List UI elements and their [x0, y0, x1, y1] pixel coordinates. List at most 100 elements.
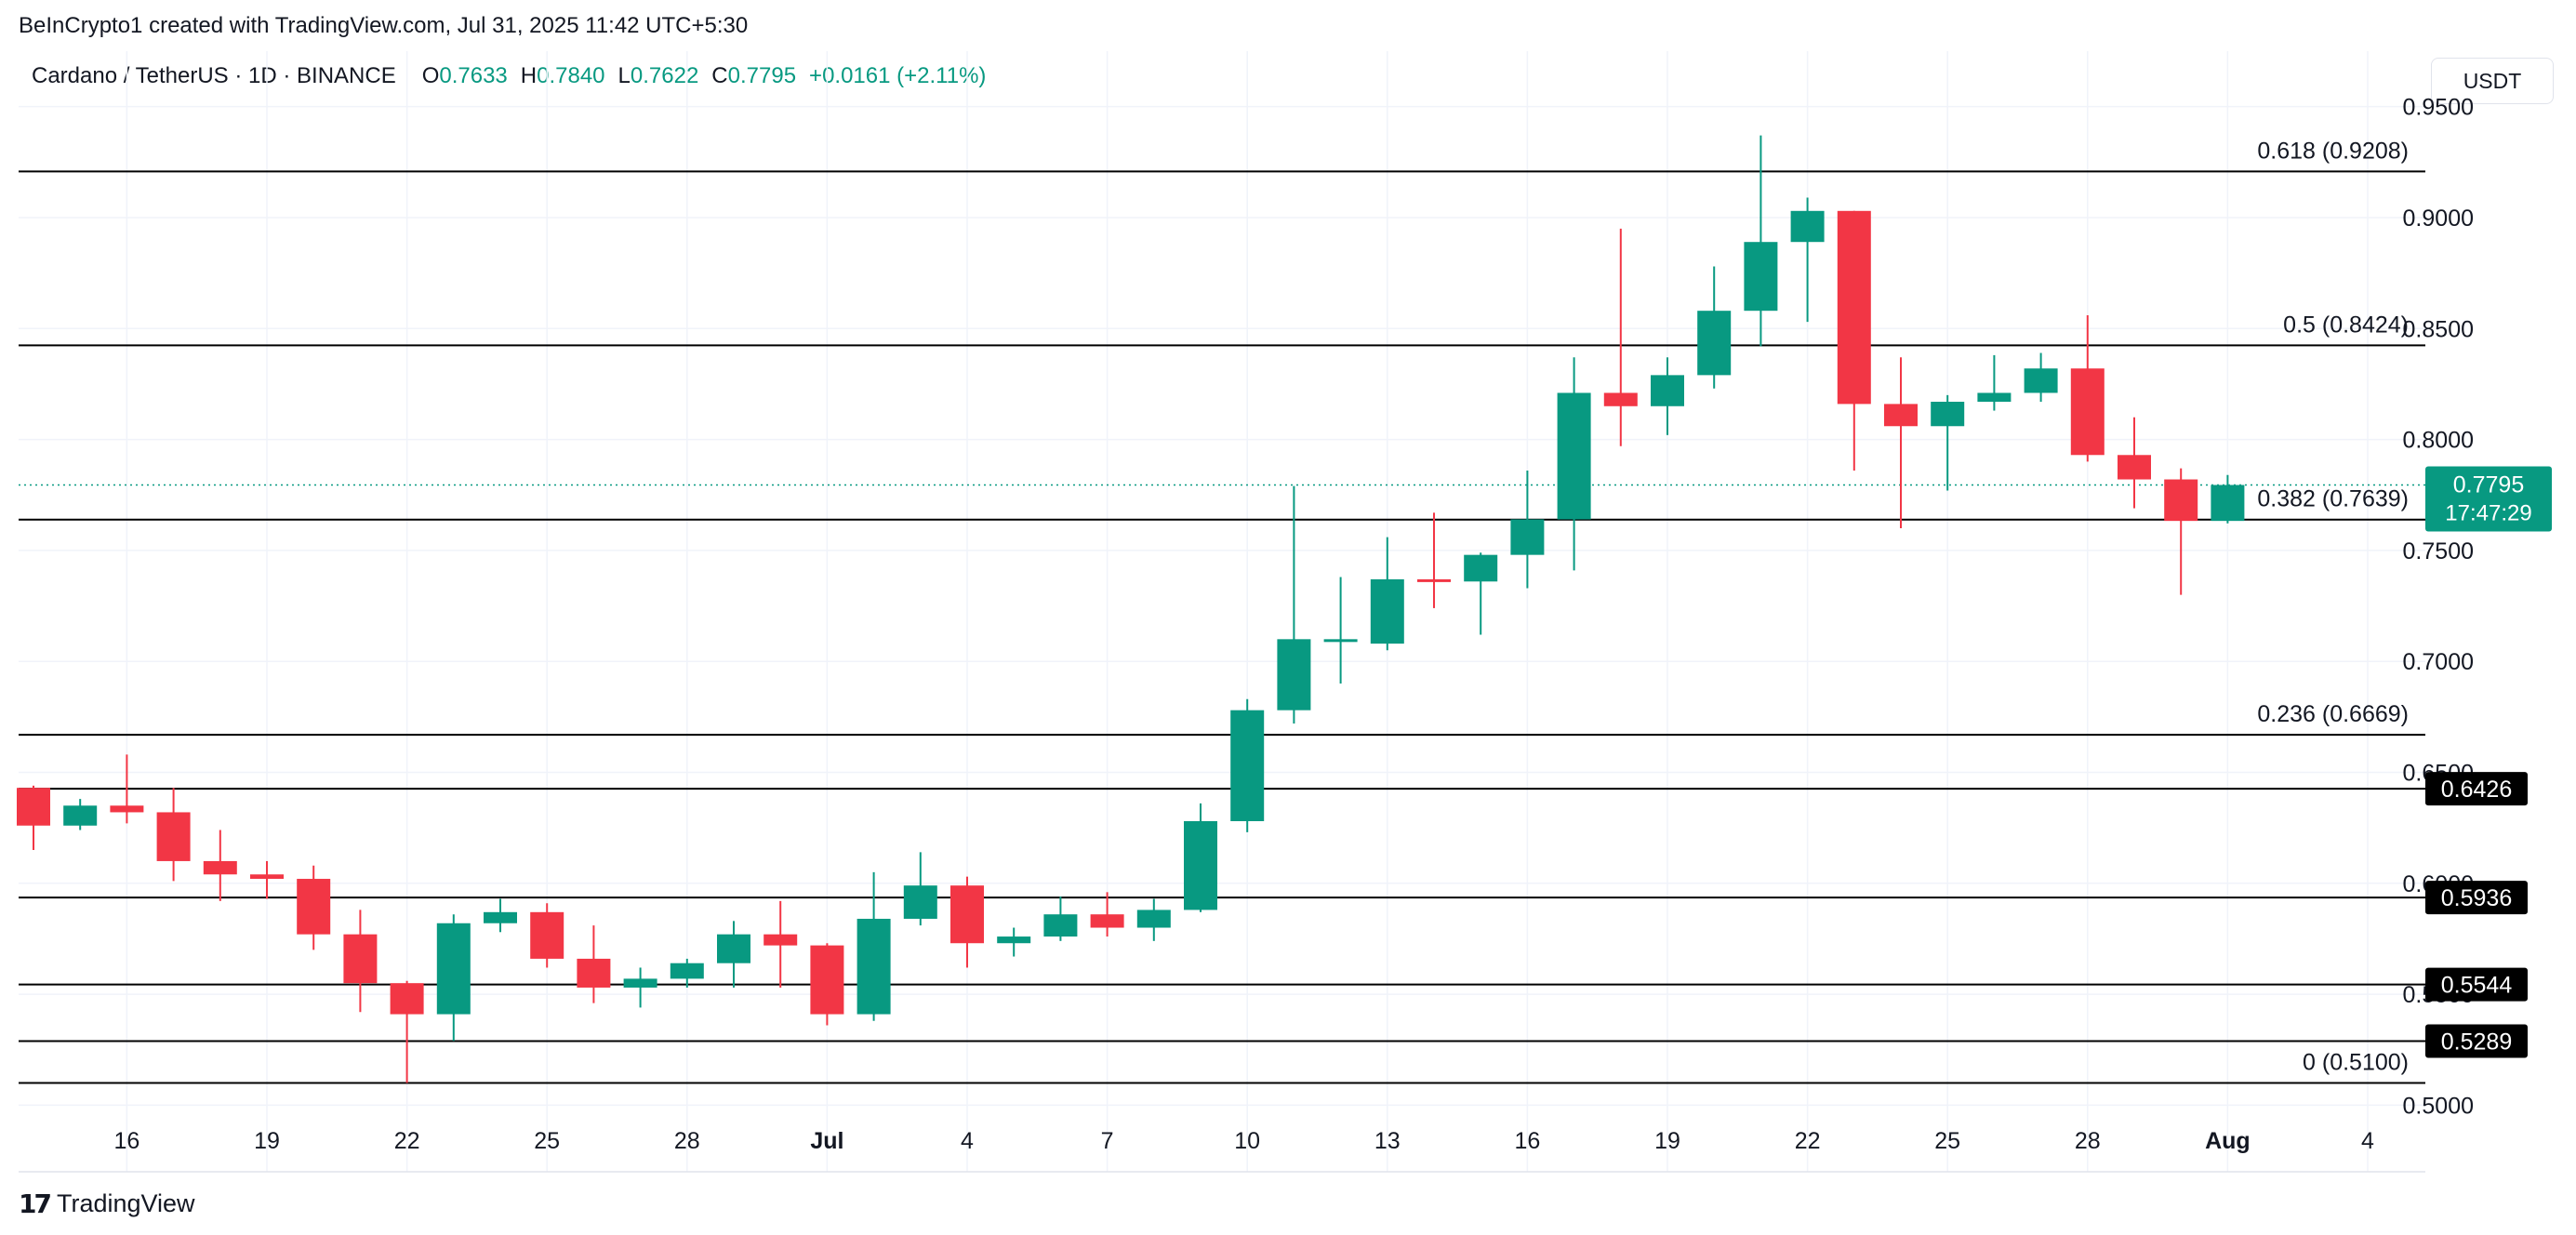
symbol-legend: Cardano / TetherUS · 1D · BINANCE O 0.763… — [32, 63, 986, 89]
time-tick-label: 16 — [113, 1128, 139, 1154]
support-level-value: 0.6426 — [2441, 777, 2512, 803]
candle-body — [1417, 578, 1451, 582]
price-tick-label: 0.9500 — [2403, 95, 2474, 121]
candle-body — [1184, 820, 1217, 910]
currency-selector-button[interactable]: USDT — [2431, 58, 2554, 104]
candle-body — [1323, 639, 1358, 643]
symbol-name[interactable]: Cardano / TetherUS · 1D · BINANCE — [32, 63, 396, 88]
tradingview-wordmark: TradingView — [56, 1189, 195, 1217]
candle-body — [950, 885, 984, 944]
candle-body — [343, 934, 378, 984]
time-tick-label: 19 — [254, 1128, 280, 1154]
candle-body — [670, 963, 704, 979]
support-level-badge — [2425, 1024, 2528, 1058]
support-level-value: 0.5289 — [2441, 1029, 2512, 1055]
time-tick-label: Jul — [810, 1128, 843, 1154]
candle-body — [2070, 368, 2105, 456]
candle-body — [1043, 914, 1078, 937]
high-label: H — [520, 63, 538, 88]
tradingview-logo-icon: 17 — [19, 1189, 52, 1219]
candle-body — [577, 958, 611, 988]
candle-body — [1557, 392, 1591, 520]
candle-body — [203, 860, 237, 875]
candle-body — [1090, 914, 1124, 928]
candle-body — [1837, 210, 1871, 405]
close-value: 0.7795 — [727, 63, 797, 88]
open-value: 0.7633 — [439, 63, 508, 88]
chart-grid — [19, 51, 2425, 1172]
time-tick-label: 7 — [1101, 1128, 1114, 1154]
current-price-badge — [2425, 466, 2552, 532]
time-tick-label: 10 — [1234, 1128, 1260, 1154]
time-tick-label: 25 — [1934, 1128, 1960, 1154]
high-value: 0.7840 — [537, 63, 605, 88]
support-level-badge — [2425, 967, 2528, 1002]
time-tick-label: 4 — [2361, 1128, 2374, 1154]
fib-level-label: 0.236 (0.6669) — [2257, 701, 2409, 727]
candle-body — [1230, 710, 1265, 821]
candle-body — [1931, 402, 1965, 427]
candle-body — [810, 945, 844, 1015]
current-price-value: 0.7795 — [2453, 471, 2524, 498]
open-label: O — [421, 63, 440, 88]
support-level-value: 0.5544 — [2441, 973, 2513, 999]
candle-body — [1651, 375, 1684, 406]
support-level-value: 0.5936 — [2441, 885, 2512, 911]
candle-body — [1697, 311, 1732, 376]
price-tick-label: 0.8500 — [2403, 316, 2474, 342]
candle-body — [903, 885, 937, 919]
price-tick-label: 0.9000 — [2403, 206, 2474, 232]
time-tick-label: 16 — [1514, 1128, 1540, 1154]
price-tick-label: 0.5000 — [2403, 1093, 2474, 1119]
horizontal-levels: 0.618 (0.9208) 0.5 (0.8424) 0.382 (0.7639)… — [19, 138, 2425, 1084]
price-axis: 0.50000.55000.60000.65000.70000.75000.80… — [2403, 95, 2474, 1120]
candle-body — [1884, 404, 1918, 427]
support-level-badge — [2425, 881, 2528, 915]
candle-body — [1510, 519, 1545, 555]
support-level-badge — [2425, 772, 2528, 806]
candle-body — [484, 911, 517, 923]
candle-body — [156, 812, 191, 861]
fib-level-label: 0.618 (0.9208) — [2257, 138, 2409, 164]
candle-body — [1603, 392, 1638, 406]
time-tick-label: 28 — [674, 1128, 700, 1154]
candle-body — [1977, 392, 2012, 403]
price-change: +0.0161 (+2.11%) — [809, 63, 987, 88]
candle-body — [1790, 210, 1825, 243]
candle-body — [717, 934, 750, 963]
time-tick-label: 22 — [394, 1128, 420, 1154]
time-tick-label: 19 — [1654, 1128, 1680, 1154]
candle-body — [1136, 910, 1171, 928]
candle-body — [436, 923, 471, 1015]
candle-body — [1370, 578, 1404, 644]
time-tick-label: Aug — [2205, 1128, 2251, 1154]
close-label: C — [711, 63, 728, 88]
candle-body — [2024, 368, 2058, 393]
tradingview-logo[interactable]: 17 TradingView — [19, 1189, 195, 1219]
bar-close-countdown: 17:47:29 — [2445, 500, 2531, 525]
candles — [17, 135, 2245, 1083]
candle-body — [390, 983, 424, 1015]
low-label: L — [617, 63, 631, 88]
candle-body — [530, 911, 564, 959]
candle-body — [297, 879, 331, 935]
time-tick-label: 25 — [534, 1128, 560, 1154]
candle-body — [1464, 554, 1498, 582]
candle-body — [764, 934, 798, 946]
price-tick-label: 0.7000 — [2403, 649, 2474, 675]
candle-body — [2211, 485, 2245, 522]
candle-body — [110, 805, 144, 813]
candle-body — [2164, 479, 2198, 522]
candle-body — [1744, 242, 1778, 312]
price-tick-label: 0.8000 — [2403, 428, 2474, 454]
candle-body — [250, 874, 284, 880]
chart-attribution: BeInCrypto1 created with TradingView.com… — [19, 13, 749, 38]
price-tick-label: 0.7500 — [2403, 538, 2474, 564]
candle-body — [856, 918, 891, 1015]
fib-level-label: 0.382 (0.7639) — [2257, 486, 2409, 512]
candle-body — [63, 805, 98, 826]
fib-level-label: 0 (0.5100) — [2303, 1050, 2409, 1076]
time-tick-label: 28 — [2075, 1128, 2101, 1154]
